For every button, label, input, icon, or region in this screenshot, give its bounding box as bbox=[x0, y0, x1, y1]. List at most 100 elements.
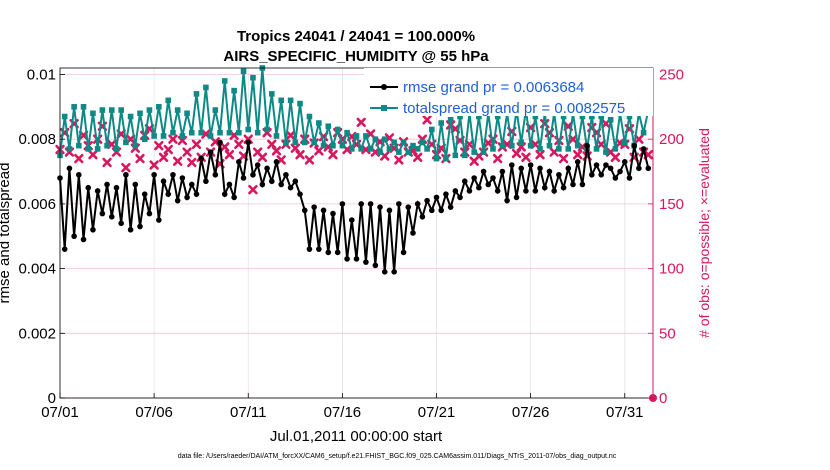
totalspread-point bbox=[560, 113, 567, 120]
rmse-point bbox=[240, 175, 247, 181]
rmse-point bbox=[466, 188, 473, 194]
y2-axis-label: # of obs: o=possible; ×=evaluated bbox=[696, 128, 712, 338]
totalspread-point bbox=[146, 107, 153, 113]
rmse-point bbox=[636, 165, 642, 172]
rmse-point bbox=[556, 171, 562, 178]
totalspread-point bbox=[250, 74, 256, 81]
totalspread-point bbox=[245, 126, 252, 133]
evaluated-marker bbox=[285, 130, 296, 140]
x-tick-label: 07/16 bbox=[324, 404, 362, 421]
evaluated-marker bbox=[492, 153, 503, 164]
totalspread-point bbox=[372, 136, 379, 142]
x-tick-label: 07/21 bbox=[418, 404, 456, 421]
rmse-point bbox=[137, 223, 143, 230]
totalspread-point bbox=[377, 149, 383, 155]
rmse-point bbox=[598, 171, 605, 178]
rmse-point bbox=[212, 171, 219, 178]
rmse-point bbox=[386, 207, 393, 214]
y2-tick-label: 100 bbox=[659, 261, 684, 278]
totalspread-point bbox=[424, 146, 430, 152]
y-axis-label: rmse and totalspread bbox=[0, 163, 13, 304]
rmse-point bbox=[518, 165, 525, 172]
rmse-point bbox=[480, 168, 487, 175]
rmse-point bbox=[603, 162, 609, 168]
totalspread-point bbox=[99, 107, 106, 113]
rmse-point bbox=[443, 191, 449, 197]
rmse-point bbox=[504, 197, 510, 204]
rmse-point bbox=[499, 168, 506, 175]
totalspread-point bbox=[537, 146, 543, 152]
totalspread-point bbox=[574, 142, 581, 149]
evaluated-marker bbox=[88, 150, 98, 160]
rmse-point bbox=[146, 210, 153, 217]
rmse-point bbox=[381, 269, 388, 275]
evaluated-marker bbox=[304, 155, 315, 165]
legend-label-totalspread: totalspread grand pr = 0.0082575 bbox=[403, 100, 625, 117]
evaluated-marker bbox=[634, 134, 644, 144]
x-tick-label: 07/01 bbox=[41, 404, 79, 421]
rmse-point bbox=[71, 233, 77, 240]
rmse-point bbox=[513, 194, 520, 201]
totalspread-point bbox=[589, 113, 595, 120]
evaluated-marker bbox=[172, 156, 183, 166]
legend-marker-totalspread bbox=[381, 105, 387, 111]
totalspread-point bbox=[391, 139, 397, 146]
totalspread-point bbox=[160, 133, 167, 139]
rmse-point bbox=[278, 181, 284, 188]
totalspread-point bbox=[579, 113, 586, 120]
rmse-point bbox=[287, 184, 294, 191]
y2-tick-label: 150 bbox=[659, 196, 684, 213]
totalspread-point bbox=[94, 146, 101, 152]
rmse-point bbox=[311, 204, 317, 210]
rmse-point bbox=[391, 269, 397, 275]
totalspread-point bbox=[452, 152, 459, 159]
legend-marker-rmse bbox=[381, 84, 387, 90]
rmse-point bbox=[424, 197, 430, 204]
rmse-point bbox=[626, 175, 633, 181]
totalspread-point bbox=[447, 116, 454, 123]
rmse-point bbox=[127, 226, 134, 233]
totalspread-point bbox=[396, 149, 402, 155]
rmse-point bbox=[334, 249, 341, 256]
evaluated-marker bbox=[271, 146, 282, 156]
evaluated-marker bbox=[191, 139, 202, 150]
rmse-point bbox=[621, 159, 628, 165]
rmse-point bbox=[273, 159, 280, 165]
totalspread-point bbox=[226, 129, 233, 136]
rmse-point bbox=[377, 204, 383, 210]
rmse-point bbox=[221, 191, 228, 197]
totalspread-point bbox=[509, 142, 515, 149]
rmse-point bbox=[527, 162, 534, 168]
rmse-point bbox=[509, 162, 515, 168]
totalspread-point bbox=[457, 113, 463, 120]
rmse-point bbox=[405, 204, 412, 210]
totalspread-point bbox=[264, 126, 270, 133]
rmse-point bbox=[353, 256, 360, 262]
totalspread-point bbox=[603, 149, 609, 155]
totalspread-point bbox=[598, 113, 605, 120]
rmse-point bbox=[476, 184, 482, 191]
evaluated-marker bbox=[257, 152, 268, 162]
y2-tick-label: 200 bbox=[659, 131, 684, 148]
rmse-point bbox=[231, 194, 237, 201]
rmse-point bbox=[297, 191, 303, 197]
rmse-point bbox=[94, 188, 101, 194]
rmse-point bbox=[344, 256, 350, 262]
rmse-point bbox=[617, 168, 623, 175]
rmse-point bbox=[203, 178, 209, 185]
totalspread-point bbox=[268, 91, 275, 97]
totalspread-point bbox=[292, 139, 299, 146]
totalspread-point bbox=[438, 120, 445, 126]
rmse-point bbox=[457, 194, 463, 201]
evaluated-marker bbox=[412, 152, 423, 162]
rmse-point bbox=[447, 204, 454, 210]
x-tick-label: 07/26 bbox=[512, 404, 550, 421]
totalspread-point bbox=[518, 139, 525, 146]
totalspread-point bbox=[283, 139, 289, 146]
totalspread-point bbox=[236, 129, 242, 136]
data-file-footer: data file: /Users/raeder/DAI/ATM_forcXX/… bbox=[178, 453, 617, 460]
rmse-point bbox=[306, 246, 313, 252]
rmse-point bbox=[471, 175, 477, 181]
totalspread-point bbox=[405, 149, 412, 155]
rmse-point bbox=[541, 184, 548, 191]
